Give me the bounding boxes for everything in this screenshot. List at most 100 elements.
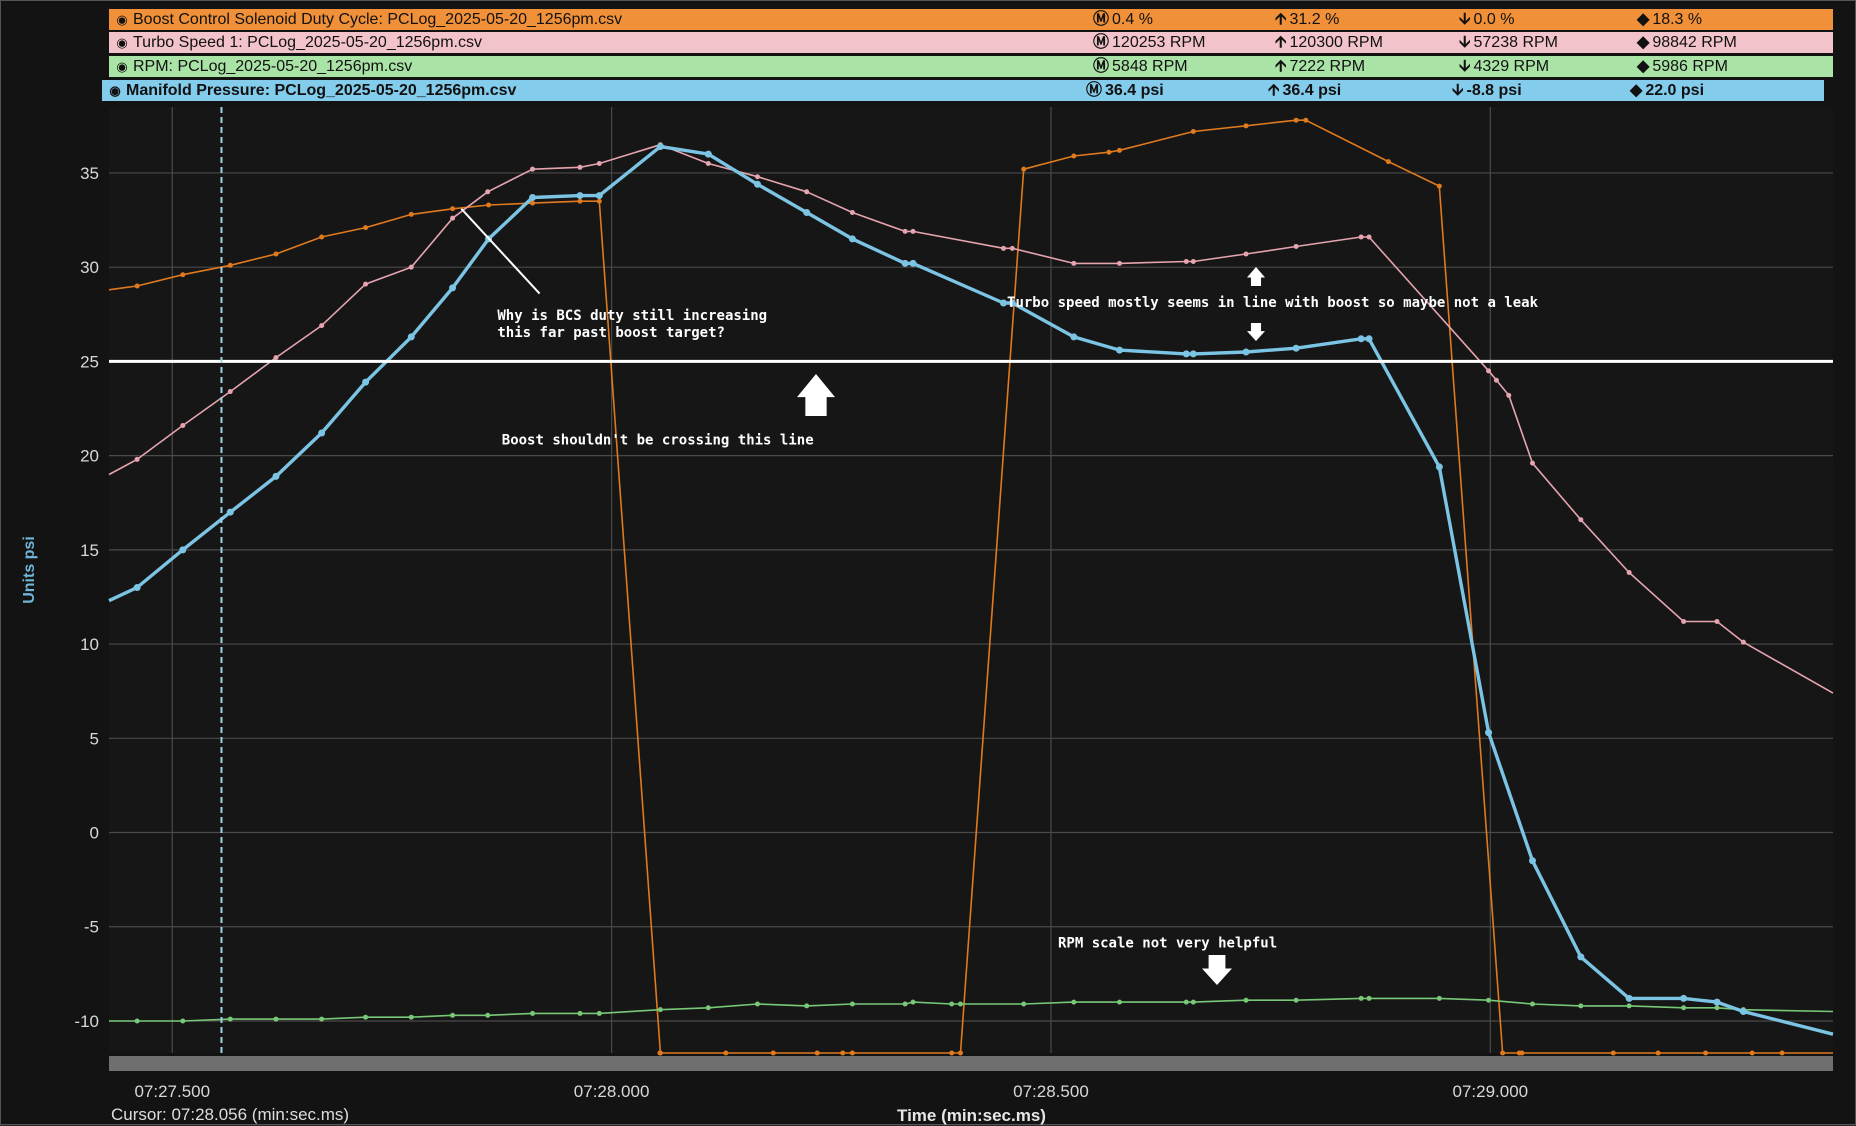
series-point-3	[1625, 994, 1633, 1002]
series-point-0	[1021, 166, 1027, 172]
series-point-0	[1655, 1050, 1661, 1056]
series-point-0	[1190, 128, 1196, 134]
legend-min-value: 🡫 57238 RPM	[1459, 34, 1558, 51]
series-point-2	[1681, 1005, 1687, 1011]
series-point-2	[577, 1010, 583, 1016]
legend-row-rpm[interactable]: ◉ RPM: PCLog_2025-05-20_1256pm.csv Ⓜ 5848…	[109, 56, 1833, 77]
series-point-3	[407, 333, 415, 341]
series-point-2	[957, 1001, 963, 1007]
legend-min-value: 🡫 4329 RPM	[1459, 58, 1550, 75]
series-point-1	[134, 456, 140, 462]
avg-diamond-icon: ◆	[1637, 11, 1650, 28]
series-point-3	[1070, 333, 1078, 341]
series-point-2	[450, 1012, 456, 1018]
y-tick-label: 25	[80, 352, 99, 371]
series-point-1	[1358, 234, 1364, 240]
series-point-2	[949, 1001, 955, 1007]
series-point-2	[849, 1001, 855, 1007]
series-point-2	[1190, 999, 1196, 1005]
series-point-0	[1610, 1050, 1616, 1056]
series-point-1	[1714, 618, 1720, 624]
legend-cursor-value: Ⓜ 5848 RPM	[1093, 58, 1188, 75]
series-point-2	[319, 1016, 325, 1022]
series-point-1	[1293, 243, 1299, 249]
series-point-2	[485, 1012, 491, 1018]
series-point-1	[450, 215, 456, 221]
horizontal-scrollbar[interactable]	[109, 1056, 1833, 1071]
min-arrow-icon: 🡫	[1459, 11, 1471, 28]
series-point-2	[273, 1016, 279, 1022]
series-point-1	[1071, 260, 1077, 266]
y-axis-label: Units psi	[21, 536, 38, 604]
avg-diamond-icon: ◆	[1637, 58, 1650, 75]
series-point-0	[1071, 153, 1077, 159]
series-point-3	[803, 209, 811, 217]
series-point-2	[134, 1018, 140, 1024]
series-point-1	[273, 355, 279, 361]
series-point-2	[363, 1014, 369, 1020]
annotation-text: RPM scale not very helpful	[1058, 935, 1277, 951]
series-point-1	[319, 323, 325, 329]
legend-avg-value: ◆ 18.3 %	[1637, 11, 1703, 28]
annotation-text: Why is BCS duty still increasing	[497, 308, 767, 324]
series-point-0	[1519, 1050, 1525, 1056]
y-tick-label: 5	[90, 729, 99, 748]
series-point-2	[1436, 995, 1442, 1001]
legend-avg-value: ◆ 98842 RPM	[1637, 34, 1737, 51]
series-point-0	[770, 1050, 776, 1056]
legend-series-name: Manifold Pressure: PCLog_2025-05-20_1256…	[126, 82, 517, 99]
visibility-eye-icon[interactable]: ◉	[116, 12, 128, 27]
series-point-0	[450, 206, 456, 212]
cursor-value-icon: Ⓜ	[1093, 11, 1110, 28]
series-point-1	[804, 189, 810, 195]
avg-diamond-icon: ◆	[1630, 82, 1643, 99]
series-point-1	[1529, 460, 1535, 466]
series-point-1	[1183, 259, 1189, 265]
max-arrow-icon: 🡩	[1275, 34, 1287, 51]
series-point-1	[902, 228, 908, 234]
series-point-2	[408, 1014, 414, 1020]
series-point-2	[705, 1005, 711, 1011]
series-point-3	[576, 192, 584, 200]
legend-row-bcs-duty[interactable]: ◉ Boost Control Solenoid Duty Cycle: PCL…	[109, 9, 1833, 30]
annotation-text: Boost shouldn't be crossing this line	[502, 432, 814, 448]
series-point-0	[957, 1050, 963, 1056]
series-point-3	[1292, 344, 1300, 352]
series-point-2	[227, 1016, 233, 1022]
series-point-0	[134, 283, 140, 289]
series-point-3	[1713, 998, 1721, 1006]
series-point-1	[485, 189, 491, 195]
annotation-arrow-down-icon	[1202, 955, 1232, 985]
visibility-eye-icon[interactable]: ◉	[109, 83, 121, 98]
legend-avg-value: ◆ 22.0 psi	[1630, 82, 1705, 99]
series-point-3	[909, 259, 917, 267]
series-point-0	[1779, 1050, 1785, 1056]
min-arrow-icon: 🡫	[1452, 82, 1464, 99]
series-point-0	[577, 198, 583, 204]
legend-row-turbo-speed[interactable]: ◉ Turbo Speed 1: PCLog_2025-05-20_1256pm…	[109, 32, 1833, 53]
series-point-2	[596, 1010, 602, 1016]
series-point-1	[1506, 392, 1512, 398]
series-point-0	[849, 1050, 855, 1056]
series-point-2	[1071, 999, 1077, 1005]
series-point-1	[530, 166, 536, 172]
legend-row-manifold-pressure[interactable]: ◉ Manifold Pressure: PCLog_2025-05-20_12…	[102, 80, 1824, 101]
series-point-2	[1116, 999, 1122, 1005]
y-tick-label: -5	[84, 918, 99, 937]
series-point-1	[1116, 260, 1122, 266]
series-point-1	[1009, 245, 1015, 251]
series-point-3	[595, 192, 603, 200]
series-point-3	[704, 150, 712, 158]
visibility-eye-icon[interactable]: ◉	[116, 35, 128, 50]
annotation-pointer-line	[460, 208, 541, 295]
y-tick-label: 20	[80, 447, 99, 466]
series-point-1	[910, 228, 916, 234]
series-point-1	[180, 422, 186, 428]
series-point-1	[596, 161, 602, 167]
visibility-eye-icon[interactable]: ◉	[116, 59, 128, 74]
series-point-2	[1021, 1001, 1027, 1007]
cursor-value-icon: Ⓜ	[1093, 58, 1110, 75]
